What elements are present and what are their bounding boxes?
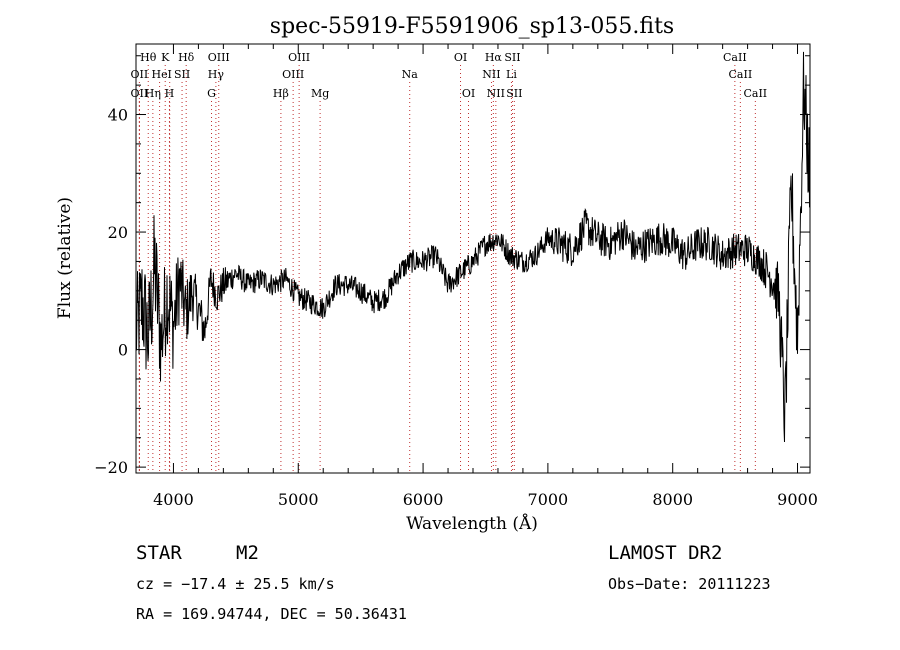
x-axis-label: Wavelength (Å) [406, 513, 538, 534]
spectral-line-label: Li [506, 68, 517, 81]
spectral-line-label: SII [174, 68, 190, 81]
x-tick-label: 8000 [652, 490, 693, 509]
spectral-line-label: CaII [743, 87, 767, 100]
x-axis: 4000 5000 6000 7000 8000 9000 [153, 44, 818, 509]
spectral-line-label: CaII [729, 68, 753, 81]
spectral-line-label: Hγ [208, 68, 225, 81]
spectral-line-label: Hδ [178, 51, 195, 64]
y-tick-label: 40 [108, 106, 128, 125]
y-axis: −20 0 20 40 [94, 55, 810, 477]
survey-name: LAMOST DR2 [608, 542, 722, 564]
spectral-line-label: H [165, 87, 175, 100]
spectral-line-label: CaII [723, 51, 747, 64]
redshift-velocity: cz = −17.4 ± 25.5 km/s [136, 575, 335, 593]
spectral-line-label: Hθ [140, 51, 157, 64]
spectral-line-label: OII [131, 68, 149, 81]
spectral-line-label: K [161, 51, 170, 64]
y-tick-label: 20 [108, 223, 128, 242]
spectral-line-label: OI [454, 51, 467, 64]
chart-title: spec-55919-F5591906_sp13-055.fits [270, 14, 674, 39]
spectrum-series [135, 51, 811, 443]
x-tick-label: 9000 [777, 490, 818, 509]
observation-date: Obs−Date: 20111223 [608, 575, 771, 593]
spectral-line-label: OIII [288, 51, 310, 64]
spectral-line-label: OI [462, 87, 475, 100]
x-tick-label: 7000 [528, 490, 569, 509]
spectral-line-label: NII [487, 87, 505, 100]
spectral-line-label: NII [482, 68, 500, 81]
object-subclass: M2 [236, 542, 259, 564]
y-tick-label: −20 [94, 458, 128, 477]
spectral-line-label: OIII [208, 51, 230, 64]
spectral-line-label: He [152, 68, 168, 81]
x-tick-label: 5000 [278, 490, 319, 509]
x-tick-label: 6000 [403, 490, 444, 509]
spectral-line-label: Hη [145, 87, 161, 100]
spectral-line-label: SII [506, 87, 522, 100]
spectral-line-label: Mg [311, 87, 329, 100]
spectral-line-label: SII [504, 51, 520, 64]
spectral-line-label: OIII [282, 68, 304, 81]
spectral-line-label: Hα [485, 51, 503, 64]
x-tick-label: 4000 [153, 490, 194, 509]
sky-coordinates: RA = 169.94744, DEC = 50.36431 [136, 605, 407, 623]
y-tick-label: 0 [118, 341, 128, 360]
spectral-line-label: G [207, 87, 216, 100]
spectral-line-label: Na [402, 68, 419, 81]
y-axis-label: Flux (relative) [55, 197, 75, 319]
object-class: STAR [136, 542, 182, 564]
spectral-line-label: OII [131, 87, 149, 100]
spectral-line-label: I [168, 68, 172, 81]
spectral-line-label: Hβ [273, 87, 289, 100]
